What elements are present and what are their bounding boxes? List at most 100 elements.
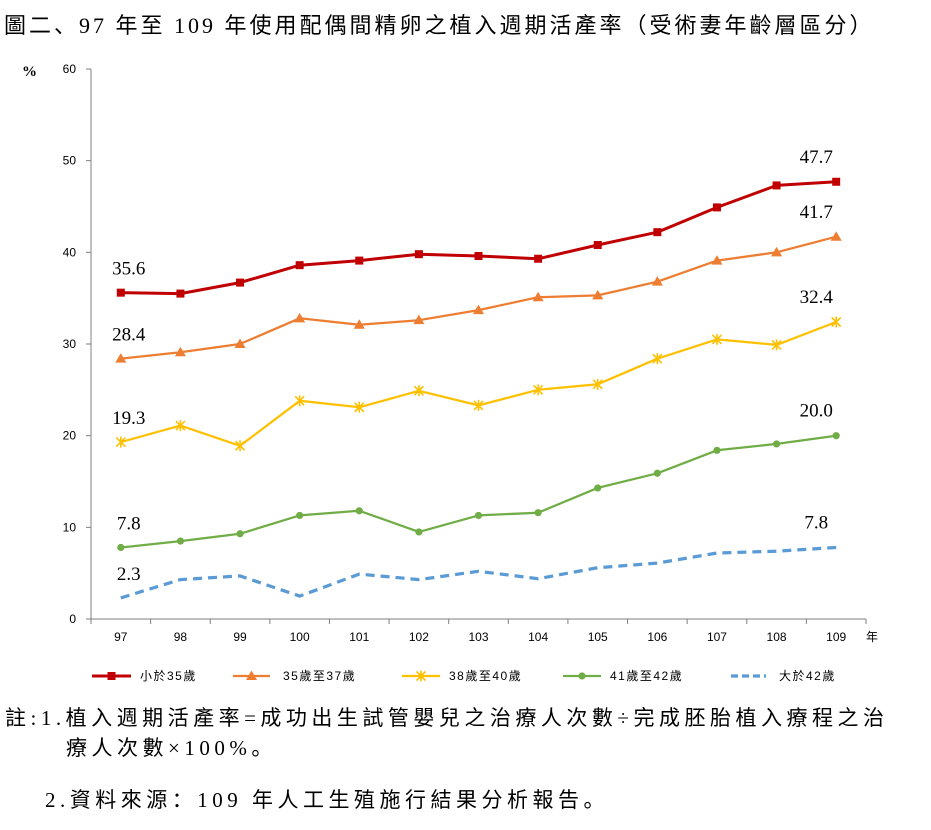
legend-label: 小於35歲	[140, 668, 197, 683]
data-point-marker	[174, 346, 186, 357]
series-line	[120, 180, 837, 296]
data-point-marker	[355, 256, 364, 265]
y-tick-label: 50	[63, 154, 77, 168]
data-point-marker	[414, 250, 423, 259]
data-point-marker	[653, 228, 662, 237]
data-point-marker	[474, 252, 483, 260]
data-point-marker	[295, 261, 304, 270]
data-point-marker	[354, 401, 365, 413]
series-line	[120, 320, 837, 447]
data-point-marker	[771, 339, 782, 351]
x-tick-label: 101	[349, 630, 369, 644]
x-tick-label: 98	[174, 630, 188, 644]
data-point-marker	[115, 436, 126, 448]
series-5	[120, 545, 837, 600]
y-axis-unit-label: %	[22, 64, 37, 80]
data-point-marker	[115, 353, 127, 363]
data-point-marker	[294, 312, 306, 323]
data-point-marker	[176, 537, 185, 545]
chart-title: 圖二、97 年至 109 年使用配偶間精卵之植入週期活產率（受術妻年齡層區分）	[4, 13, 875, 38]
data-point-marker	[176, 289, 185, 298]
data-point-marker	[651, 276, 663, 286]
y-tick-label: 0	[69, 612, 76, 626]
data-point-marker	[234, 338, 246, 348]
data-point-marker	[413, 314, 425, 325]
legend-label: 38歲至40歲	[449, 669, 522, 683]
data-point-marker	[711, 333, 723, 345]
series-2	[115, 231, 842, 363]
data-point-marker	[711, 255, 723, 265]
x-tick-label: 102	[409, 630, 429, 644]
x-tick-label: 104	[528, 630, 548, 644]
legend-item: 小於35歲	[92, 668, 197, 683]
x-tick-label: 107	[707, 630, 727, 644]
note-source: 2.資料來源：109 年人工生殖施行結果分析報告。	[45, 788, 609, 812]
note-definition-line-1: 註:1.植入週期活產率=成功出生試管嬰兒之治療人次數÷完成胚胎植入療程之治	[5, 706, 889, 730]
data-point-marker	[473, 304, 484, 315]
legend-marker	[107, 672, 116, 680]
data-point-marker	[830, 231, 842, 241]
data-point-marker	[592, 378, 603, 390]
data-point-marker	[592, 289, 604, 300]
data-label: 35.6	[112, 259, 145, 280]
series-line	[120, 434, 837, 549]
x-tick-label: 105	[588, 630, 608, 644]
x-tick-label: 103	[468, 630, 488, 644]
y-tick-label: 40	[63, 245, 77, 259]
data-point-marker	[473, 399, 484, 411]
data-point-marker	[355, 507, 363, 515]
data-point-marker	[593, 241, 602, 249]
data-point-marker	[175, 420, 186, 432]
y-tick-label: 30	[63, 337, 77, 351]
legend-marker	[246, 670, 257, 680]
data-point-marker	[713, 446, 721, 454]
data-point-marker	[415, 528, 423, 536]
x-tick-label: 99	[233, 630, 247, 644]
series-layer	[115, 177, 842, 600]
y-tick-label: 60	[63, 62, 77, 76]
data-label: 2.3	[117, 564, 141, 585]
data-point-marker	[474, 511, 483, 520]
data-point-marker	[712, 203, 721, 212]
data-label: 7.8	[804, 513, 828, 534]
data-point-marker	[772, 181, 781, 190]
data-label: 20.0	[800, 401, 833, 422]
x-axis-unit-label: 年	[866, 630, 878, 644]
data-point-marker	[413, 385, 424, 397]
data-label: 28.4	[112, 325, 146, 346]
legend-marker	[415, 670, 427, 682]
note-definition-line-2: 療人次數×100%。	[66, 736, 277, 760]
legend-item: 35歲至37歲	[233, 669, 356, 683]
data-point-marker	[594, 484, 602, 492]
data-point-marker	[534, 509, 542, 517]
series-line	[120, 545, 837, 600]
data-point-marker	[772, 440, 781, 448]
data-point-marker	[832, 177, 841, 186]
data-label: 32.4	[800, 287, 834, 308]
data-point-marker	[353, 319, 365, 329]
data-point-marker	[117, 543, 125, 552]
series-3	[115, 316, 842, 452]
legend-label: 35歲至37歲	[283, 669, 356, 683]
legend-label: 41歲至42歲	[610, 669, 683, 683]
data-point-marker	[116, 288, 125, 297]
y-tick-label: 20	[63, 429, 77, 443]
data-point-marker	[296, 511, 304, 520]
data-point-marker	[533, 384, 544, 396]
legend-item: 41歲至42歲	[563, 669, 683, 683]
data-label: 7.8	[117, 514, 141, 535]
data-label: 41.7	[800, 202, 833, 223]
data-point-marker	[532, 291, 544, 302]
data-point-marker	[831, 316, 842, 328]
data-point-marker	[534, 254, 543, 263]
x-tick-label: 97	[114, 630, 128, 644]
line-chart: % 0 10 20 30 40 50 60 97 98 99 100 101 102 103 104 105…	[22, 62, 878, 683]
data-point-marker	[236, 278, 245, 287]
data-point-marker	[234, 440, 246, 452]
x-tick-label: 109	[826, 630, 846, 644]
legend-item: 大於42歲	[731, 668, 834, 683]
data-point-marker	[294, 395, 305, 407]
x-tick-label: 100	[290, 630, 310, 644]
data-label: 47.7	[800, 147, 833, 168]
